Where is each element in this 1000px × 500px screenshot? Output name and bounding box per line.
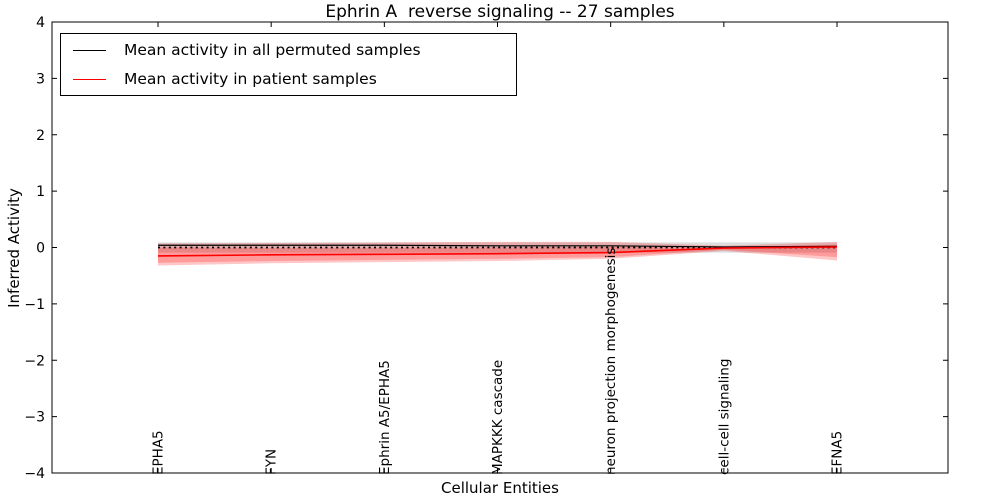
x-tick-label: cell-cell signaling (716, 359, 732, 475)
chart-title: Ephrin A reverse signaling -- 27 samples (325, 2, 675, 22)
legend-item-permuted: Mean activity in all permuted samples (61, 37, 516, 63)
legend-label-permuted: Mean activity in all permuted samples (124, 41, 421, 59)
x-tick-label: MAPKKK cascade (490, 360, 506, 475)
black-line-sample-icon (73, 49, 106, 51)
red-line-sample-icon (73, 78, 106, 80)
y-tick-label: 3 (36, 71, 45, 87)
x-tick-label: Ephrin A5/EPHA5 (377, 360, 393, 475)
y-tick-label: 0 (36, 241, 45, 257)
y-tick-label: −2 (24, 353, 45, 369)
x-tick-label: neuron projection morphogenesis (603, 248, 619, 475)
legend-label-patient: Mean activity in patient samples (124, 70, 377, 88)
legend: Mean activity in all permuted samples Me… (60, 33, 517, 96)
line-mean-activity-in-all-permuted-samples (158, 244, 838, 248)
x-tick-label: EFNA5 (830, 431, 846, 475)
x-tick-label: FYN (264, 449, 280, 475)
line-mean-activity-in-patient-samples (157, 246, 838, 257)
y-tick-label: −4 (24, 466, 45, 482)
y-tick-label: 4 (36, 15, 45, 31)
legend-item-patient: Mean activity in patient samples (61, 66, 516, 92)
x-tick-label: EPHA5 (151, 430, 167, 475)
y-tick-label: 1 (36, 184, 45, 200)
y-tick-label: −1 (24, 297, 45, 313)
x-axis-label: Cellular Entities (441, 479, 559, 497)
y-tick-label: −3 (24, 410, 45, 426)
y-tick-label: 2 (36, 128, 45, 144)
